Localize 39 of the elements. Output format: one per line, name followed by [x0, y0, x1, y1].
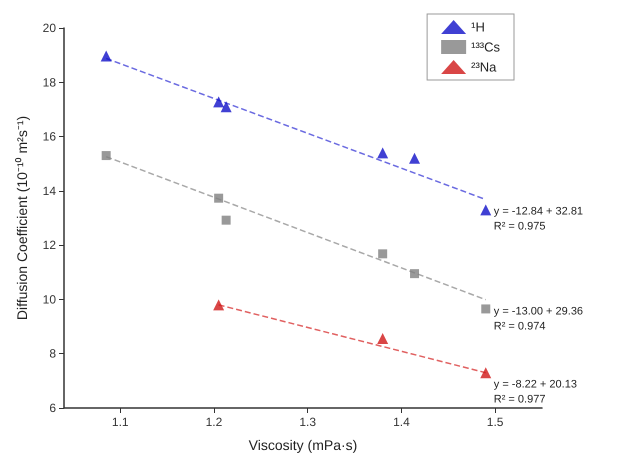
legend-label: ¹H [471, 20, 485, 34]
point [377, 147, 388, 158]
x-tick-label: 1.4 [393, 415, 410, 429]
annotation: R² = 0.977 [494, 394, 546, 406]
point [480, 367, 492, 378]
point [409, 152, 420, 164]
x-axis-title: Viscosity (mPa·s) [248, 437, 358, 453]
y-tick-label: 14 [42, 184, 56, 198]
annotation: R² = 0.975 [494, 220, 546, 233]
annotation: y = -13.00 + 29.36 [494, 306, 584, 318]
annotation: y = -12.84 + 32.81 [494, 206, 584, 218]
point [220, 101, 232, 112]
point [222, 216, 231, 225]
point [480, 204, 492, 216]
point [410, 269, 420, 278]
point [481, 304, 490, 314]
point [377, 333, 388, 344]
y-tick-label: 10 [42, 292, 56, 306]
point [214, 194, 224, 203]
x-tick-label: 1.3 [299, 415, 316, 429]
x-tick-label: 1.1 [112, 415, 129, 429]
x-tick-label: 1.2 [206, 415, 223, 429]
legend-label: ¹³³Cs [471, 40, 500, 54]
y-tick-label: 12 [42, 238, 56, 252]
legend-label: ²³Na [471, 60, 498, 74]
y-axis-title: Diffusion Coefficient (10⁻¹⁰ m²s⁻¹) [14, 116, 30, 320]
y-tick-label: 6 [49, 401, 56, 415]
x-tick-label: 1.5 [486, 415, 504, 429]
point [102, 151, 111, 160]
y-tick-label: 8 [49, 346, 56, 361]
y-tick-label: 16 [42, 130, 56, 144]
y-tick-label: 18 [42, 75, 56, 90]
point [213, 299, 224, 310]
annotation: R² = 0.974 [494, 320, 546, 333]
point [100, 50, 112, 62]
y-tick-label: 20 [42, 21, 56, 35]
point [378, 249, 388, 258]
annotation: y = -8.22 + 20.13 [494, 378, 577, 391]
point [213, 96, 224, 108]
